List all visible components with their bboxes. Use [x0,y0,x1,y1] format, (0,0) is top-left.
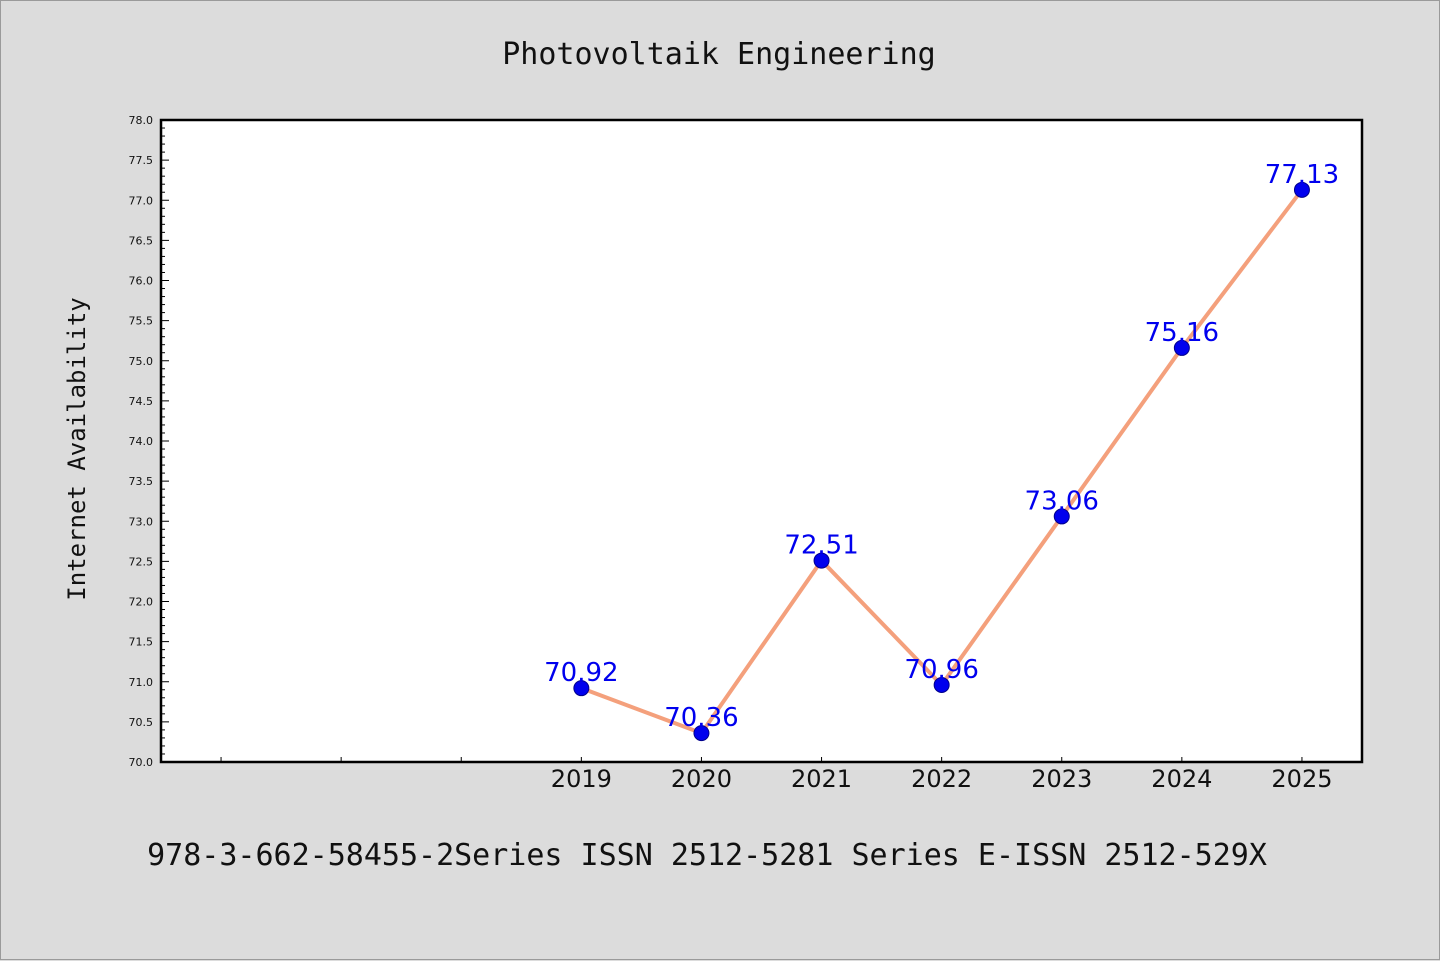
data-label: 73.06 [1025,486,1099,516]
y-tick-label: 76.5 [129,234,154,247]
x-tick-label: 2022 [911,765,972,793]
chart-title: Photovoltaik Engineering [502,37,935,72]
data-point [1053,508,1070,525]
y-tick-label: 74.5 [129,395,154,408]
y-tick-label: 70.0 [129,756,154,769]
y-tick-label: 74.0 [129,435,154,448]
x-tick-label: 2021 [791,765,852,793]
data-label: 77.13 [1265,160,1339,190]
plot-background [161,120,1362,762]
y-tick-label: 70.5 [129,716,154,729]
x-tick-label: 2025 [1271,765,1332,793]
data-point [933,676,950,693]
x-tick-label: 2020 [671,765,732,793]
y-tick-label: 71.5 [129,636,154,649]
x-tick-label: 2023 [1031,765,1092,793]
data-point [1173,339,1190,356]
y-tick-label: 73.0 [129,515,154,528]
y-tick-label: 76.0 [129,275,154,288]
plot-frame [159,118,1364,764]
data-label: 72.51 [784,531,858,561]
data-label: 70.92 [544,658,618,688]
y-tick-label: 77.5 [129,154,154,167]
data-point [693,725,710,742]
y-tick-label: 75.0 [129,355,154,368]
x-tick-label: 2019 [551,765,612,793]
y-tick-label: 77.0 [129,194,154,207]
data-label: 70.36 [664,703,738,733]
y-tick-label: 72.5 [129,555,154,568]
y-tick-label: 75.5 [129,315,154,328]
y-tick-label: 78.0 [129,114,154,127]
plot-area: 70.0 70.5 71.0 71.5 72.0 72.5 73.0 73.5 74.0 74.5… [129,114,1364,793]
footer-isbn-text: 978-3-662-58455-2Series ISSN 2512-5281 S… [147,838,1267,873]
y-tick-label: 72.0 [129,596,154,609]
data-label: 70.96 [904,655,978,685]
x-tick-label: 2024 [1151,765,1212,793]
data-point [813,552,830,569]
data-point [1293,181,1310,198]
data-point [573,680,590,697]
y-axis-label: Internet Availability [63,297,91,600]
data-label: 75.16 [1145,318,1219,348]
y-tick-label: 71.0 [129,676,154,689]
y-tick-label: 73.5 [129,475,154,488]
